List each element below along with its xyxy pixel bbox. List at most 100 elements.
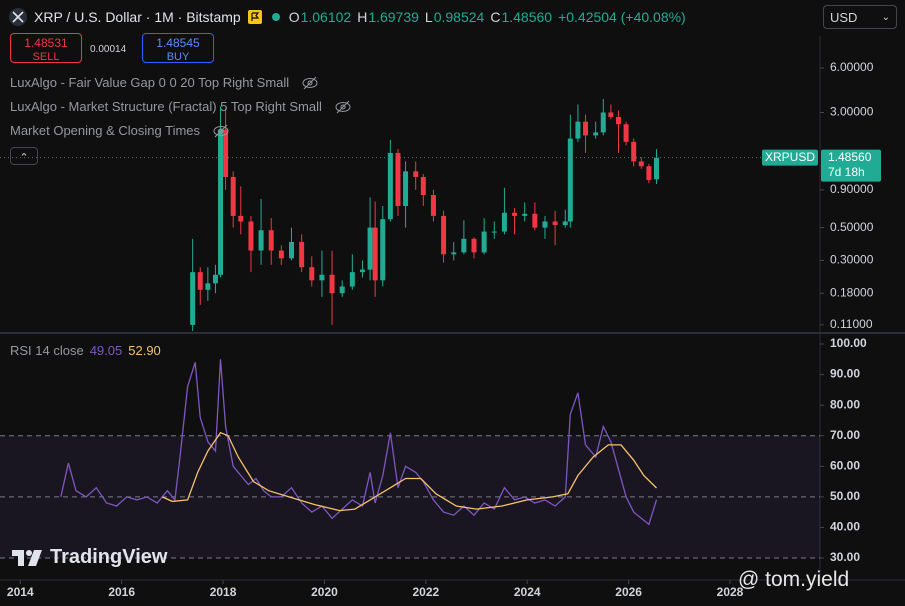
high-value: 1.69739 [368, 9, 419, 25]
x-tick-label: 2026 [615, 585, 642, 599]
candle-body [380, 219, 386, 281]
candle-body [471, 238, 477, 253]
x-tick-label: 2028 [717, 585, 744, 599]
currency: USD [830, 10, 858, 25]
candle-body [491, 231, 497, 233]
candle-body [403, 171, 409, 206]
indicator[interactable]: Market Opening & Closing Times [10, 123, 230, 138]
candle-body [441, 215, 447, 255]
symbol[interactable]: XRP / U.S. Dollar · 1M · Bitstamp [34, 9, 241, 25]
y-tick-label: 90.00 [830, 367, 860, 381]
candle-body [631, 141, 637, 162]
candle-body [542, 221, 548, 228]
x-tick-label: 2014 [7, 585, 34, 599]
candle-body [212, 274, 218, 284]
o-label: O [288, 9, 300, 25]
candle-body [278, 250, 284, 259]
candle-body [319, 274, 325, 281]
l-label: L [424, 9, 433, 25]
y-tick-label: 3.00000 [830, 105, 874, 119]
rsi-value: 49.05 [89, 343, 123, 358]
indicator[interactable]: LuxAlgo - Fair Value Gap 0 0 20 Top Righ… [10, 75, 319, 90]
y-tick-label: 0.11000 [830, 317, 873, 331]
candle-body [339, 286, 345, 294]
y-tick-label: 50.00 [830, 489, 860, 503]
candle-body [430, 195, 436, 216]
x-tick-label: 2018 [210, 585, 237, 599]
candle-body [372, 227, 378, 281]
candle-body [190, 272, 196, 325]
price-tag-value: 1.48560 [828, 150, 872, 164]
close-value: 1.48560 [501, 9, 553, 25]
logo: TradingView [12, 546, 167, 569]
candle-body [615, 116, 621, 125]
buy-button[interactable]: 1.48545 BUY [142, 33, 214, 63]
candle-body [501, 212, 507, 232]
x-tick-label: 2016 [108, 585, 135, 599]
candle-body [481, 231, 487, 253]
rsi-title: RSI 14 close [10, 343, 84, 358]
rsi-ma-value: 52.90 [128, 343, 161, 358]
y-tick-label: 40.00 [830, 520, 860, 534]
collapse-button[interactable]: ⌃ [10, 147, 38, 165]
watermark: @ tom.yield [738, 568, 850, 591]
candle-body [299, 241, 305, 268]
candle-body [567, 138, 573, 222]
rsi-line [161, 431, 657, 512]
candle-body [238, 215, 244, 222]
candle-body [387, 152, 393, 220]
candle-body [367, 227, 373, 270]
hidden-icon[interactable] [301, 76, 319, 90]
candle-body [248, 221, 254, 251]
candle-body [413, 171, 419, 177]
x-tick-label: 2020 [311, 585, 338, 599]
candle-body [593, 132, 599, 136]
candle-body [230, 176, 236, 216]
candle-body [223, 129, 229, 177]
candle-body [646, 166, 652, 180]
buy-price: 1.48545 [156, 36, 200, 50]
logo-text: TradingView [50, 546, 168, 568]
candle-body [309, 267, 315, 281]
candle-body [608, 112, 614, 117]
candle-body [205, 283, 211, 290]
candle-body [288, 241, 294, 259]
candle-body [623, 124, 629, 142]
candle-body [600, 112, 606, 133]
candle-body [420, 176, 426, 196]
flag[interactable] [247, 9, 263, 25]
indicator-name: LuxAlgo - Fair Value Gap 0 0 20 Top Righ… [10, 75, 290, 90]
open-value: 1.06102 [300, 9, 352, 25]
y-tick-label: 6.00000 [830, 60, 874, 74]
dropdown-arrow: ⌄ [881, 12, 890, 23]
low-value: 0.98524 [433, 9, 485, 25]
rsi-legend: RSI 14 close 49.05 52.90 [10, 343, 161, 358]
sell-label: SELL [32, 51, 60, 63]
candle-body [451, 252, 457, 255]
candle-body [268, 230, 274, 251]
status-dot [269, 13, 283, 21]
candle-body [654, 157, 660, 180]
indicator[interactable]: LuxAlgo - Market Structure (Fractal) 5 T… [10, 99, 352, 114]
candle-body [562, 221, 568, 226]
candle-body [583, 121, 589, 136]
sell-button[interactable]: 1.48531 SELL [10, 33, 82, 63]
symbol-icon[interactable] [8, 7, 28, 27]
y-tick-label: 80.00 [830, 397, 860, 411]
hidden-icon[interactable] [212, 124, 230, 138]
x-tick-label: 2024 [514, 585, 541, 599]
currency-select[interactable]: USD ⌄ [823, 5, 897, 29]
candle-body [359, 269, 365, 273]
x-tick-label: 2022 [412, 585, 439, 599]
rsi-line [60, 359, 658, 526]
candle-body [349, 272, 355, 287]
header: XRP / U.S. Dollar · 1M · Bitstamp O 1.061… [8, 7, 686, 27]
candle-body [532, 213, 538, 228]
candle-body [258, 230, 264, 251]
hidden-icon[interactable] [334, 100, 352, 114]
candle-body [395, 152, 401, 206]
spread: 0.00014 [90, 44, 127, 55]
candle-body [461, 238, 467, 253]
